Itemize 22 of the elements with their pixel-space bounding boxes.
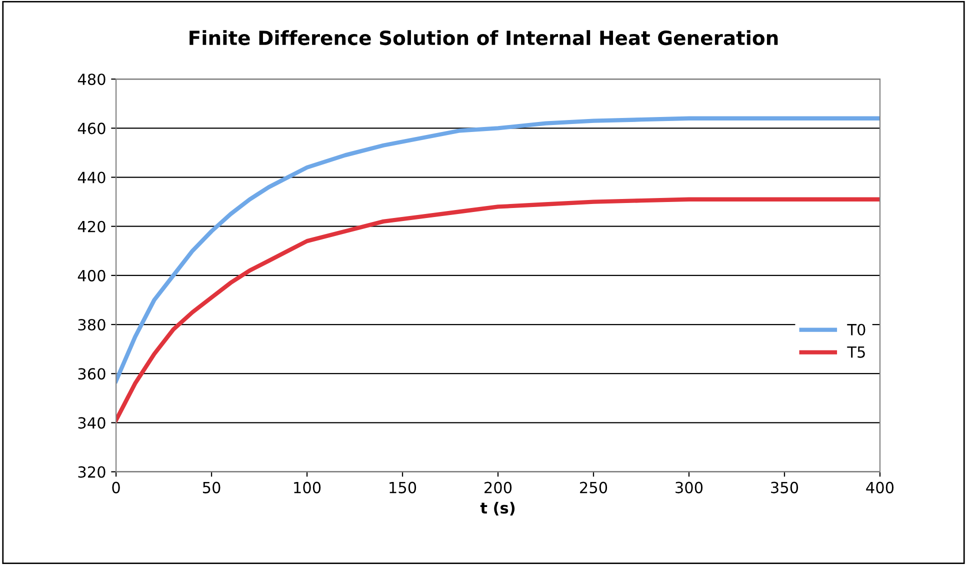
x-tick-label: 350 — [771, 482, 798, 494]
y-tick-label: 360 — [78, 368, 106, 380]
x-tick-label: 300 — [676, 482, 703, 494]
chart-title: Finite Difference Solution of Internal Heat Generation — [190, 30, 778, 46]
y-tick-label: 340 — [78, 417, 106, 429]
y-tick-label: 320 — [78, 466, 106, 478]
x-axis-title: t (s) — [480, 502, 515, 516]
x-tick-label: 100 — [294, 482, 321, 494]
legend-label: T5 — [847, 346, 865, 358]
y-tick-label: 420 — [78, 220, 106, 232]
x-tick-label: 0 — [112, 482, 120, 494]
y-tick-label: 440 — [78, 172, 106, 184]
x-tick-label: 250 — [580, 482, 608, 494]
y-tick-label: 380 — [78, 318, 106, 331]
x-tick-label: 200 — [484, 482, 512, 494]
x-tick-label: 150 — [390, 482, 416, 494]
y-tick-label: 400 — [78, 270, 106, 282]
x-tick-label: 400 — [866, 482, 894, 494]
x-tick-label: 50 — [202, 482, 220, 494]
y-tick-label: 480 — [78, 74, 106, 86]
legend-label: T0 — [847, 324, 866, 336]
y-tick-label: 460 — [78, 122, 106, 134]
